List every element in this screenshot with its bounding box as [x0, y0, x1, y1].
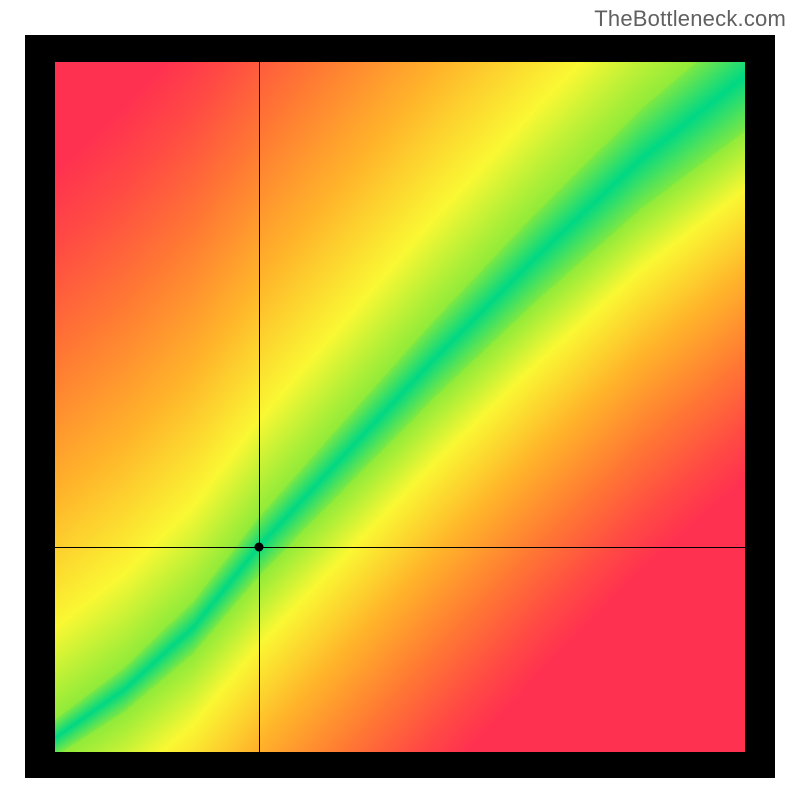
plot-outer-frame	[25, 35, 775, 778]
plot-area	[55, 62, 745, 752]
crosshair-vertical	[259, 62, 260, 752]
watermark-text: TheBottleneck.com	[594, 6, 786, 32]
crosshair-horizontal	[55, 547, 745, 548]
chart-container: TheBottleneck.com	[0, 0, 800, 800]
heatmap-canvas	[55, 62, 745, 752]
marker-dot	[254, 543, 263, 552]
